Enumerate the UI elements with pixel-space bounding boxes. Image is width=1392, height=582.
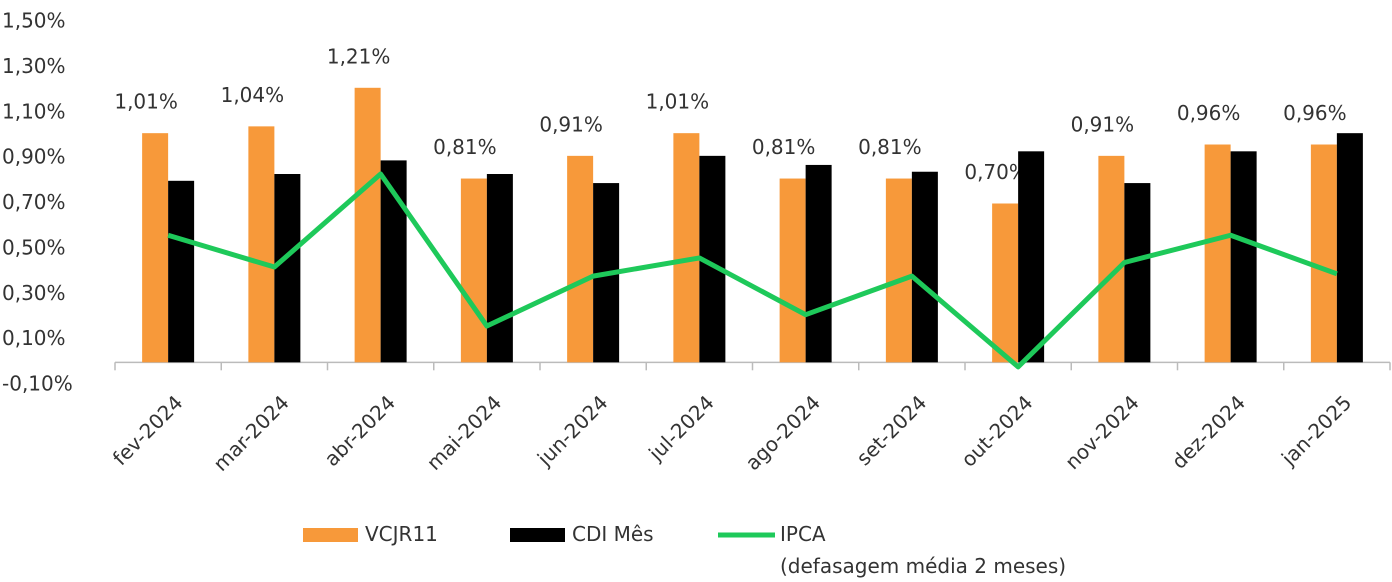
y-tick-label: 0,30% (2, 281, 66, 305)
legend-label: IPCA (defasagem média 2 meses) (780, 522, 1066, 578)
x-tick-label: jan-2025 (1276, 390, 1356, 470)
bar (805, 164, 832, 363)
bar (567, 155, 594, 363)
legend-line: VCJR11 (365, 522, 438, 546)
bar (168, 180, 195, 363)
legend-swatch (303, 528, 358, 542)
x-tick-label: jul-2024 (643, 390, 719, 466)
legend-label: CDI Mês (572, 522, 654, 546)
x-tick-label: abr-2024 (319, 390, 400, 471)
x-tick-label: nov-2024 (1060, 390, 1144, 474)
bar (248, 126, 275, 363)
x-tick-label: out-2024 (956, 390, 1037, 471)
value-label: 0,81% (752, 135, 816, 159)
x-tick-label: dez-2024 (1167, 390, 1250, 473)
bar (673, 133, 700, 363)
bar (1124, 183, 1151, 363)
bar (885, 178, 912, 363)
legend-label: VCJR11 (365, 522, 438, 546)
bar (1230, 151, 1257, 363)
bar (354, 87, 381, 363)
y-tick-label: 0,50% (2, 235, 66, 259)
bar (486, 174, 513, 363)
y-tick-label: -0,10% (2, 372, 73, 396)
bar (779, 178, 806, 363)
value-label: 0,96% (1283, 101, 1347, 125)
bar (1204, 144, 1231, 363)
bar (460, 178, 487, 363)
x-tick-label: ago-2024 (740, 390, 825, 475)
bar (1098, 155, 1125, 363)
legend-line: IPCA (780, 522, 826, 546)
y-tick-label: 1,30% (2, 54, 66, 78)
value-label: 1,01% (646, 90, 710, 114)
value-label: 0,91% (1071, 112, 1135, 136)
y-tick-label: 0,90% (2, 145, 66, 169)
legend-line: CDI Mês (572, 522, 654, 546)
bar (1336, 133, 1363, 363)
y-tick-label: 1,50% (2, 9, 66, 33)
value-label: 1,21% (327, 44, 391, 68)
value-label: 0,91% (539, 112, 603, 136)
legend-line: (defasagem média 2 meses) (780, 554, 1066, 578)
bar (1310, 144, 1337, 363)
value-label: 0,96% (1177, 101, 1241, 125)
x-tick-label: mai-2024 (422, 390, 506, 474)
x-tick-label: mar-2024 (208, 390, 293, 475)
value-label: 1,04% (221, 83, 285, 107)
bar (911, 171, 938, 363)
bar (274, 174, 301, 363)
legend-swatch (510, 528, 565, 542)
y-tick-label: 0,70% (2, 190, 66, 214)
bar (992, 203, 1019, 363)
value-label: 0,81% (433, 135, 497, 159)
y-tick-label: 1,10% (2, 99, 66, 123)
line (167, 171, 1338, 370)
bar (142, 133, 169, 363)
value-label: 1,01% (114, 90, 178, 114)
value-label: 0,70% (964, 160, 1028, 184)
bar (1018, 151, 1045, 363)
x-tick-label: set-2024 (852, 390, 932, 470)
y-tick-label: 0,10% (2, 326, 66, 350)
x-tick-label: jun-2024 (532, 390, 613, 471)
x-tick-label: fev-2024 (108, 390, 188, 470)
value-label: 0,81% (858, 135, 922, 159)
